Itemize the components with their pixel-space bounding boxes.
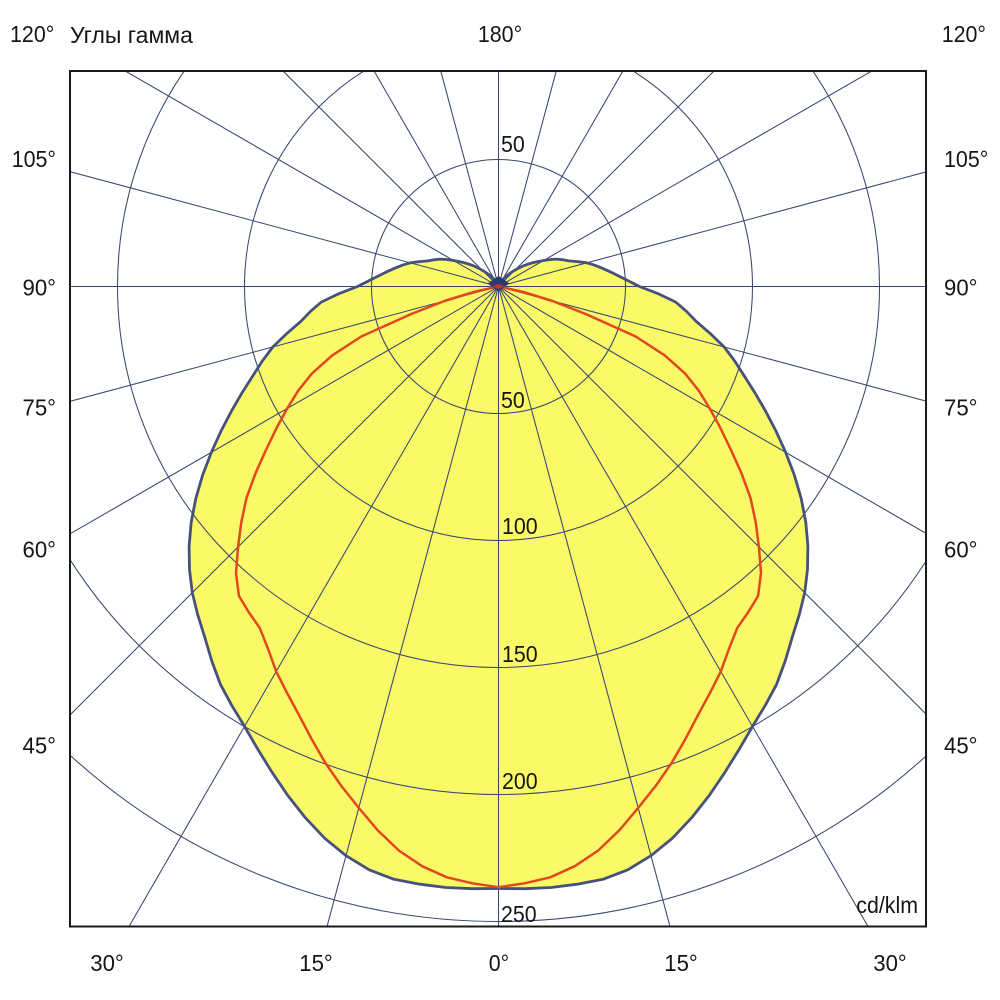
svg-text:15°: 15° <box>299 950 333 976</box>
svg-text:105°: 105° <box>12 146 56 172</box>
svg-text:120°: 120° <box>942 21 986 47</box>
svg-text:90°: 90° <box>944 275 978 301</box>
svg-text:60°: 60° <box>23 537 57 563</box>
svg-text:180°: 180° <box>478 21 522 47</box>
svg-text:100: 100 <box>502 513 538 539</box>
svg-text:120°: 120° <box>10 21 54 47</box>
svg-text:15°: 15° <box>664 950 698 976</box>
svg-text:50: 50 <box>501 387 525 413</box>
svg-text:150: 150 <box>502 641 538 667</box>
svg-text:250: 250 <box>501 901 537 927</box>
svg-text:105°: 105° <box>944 146 988 172</box>
svg-text:0°: 0° <box>489 950 509 976</box>
svg-text:45°: 45° <box>23 733 57 759</box>
svg-text:30°: 30° <box>873 950 907 976</box>
svg-text:75°: 75° <box>23 395 57 421</box>
svg-text:50: 50 <box>501 131 525 157</box>
svg-text:30°: 30° <box>90 950 124 976</box>
svg-text:60°: 60° <box>944 537 978 563</box>
svg-text:200: 200 <box>502 768 538 794</box>
svg-text:45°: 45° <box>944 733 978 759</box>
svg-text:75°: 75° <box>944 395 978 421</box>
svg-text:Углы гамма: Углы гамма <box>70 22 193 48</box>
svg-text:cd/klm: cd/klm <box>856 892 918 918</box>
svg-text:90°: 90° <box>23 275 57 301</box>
